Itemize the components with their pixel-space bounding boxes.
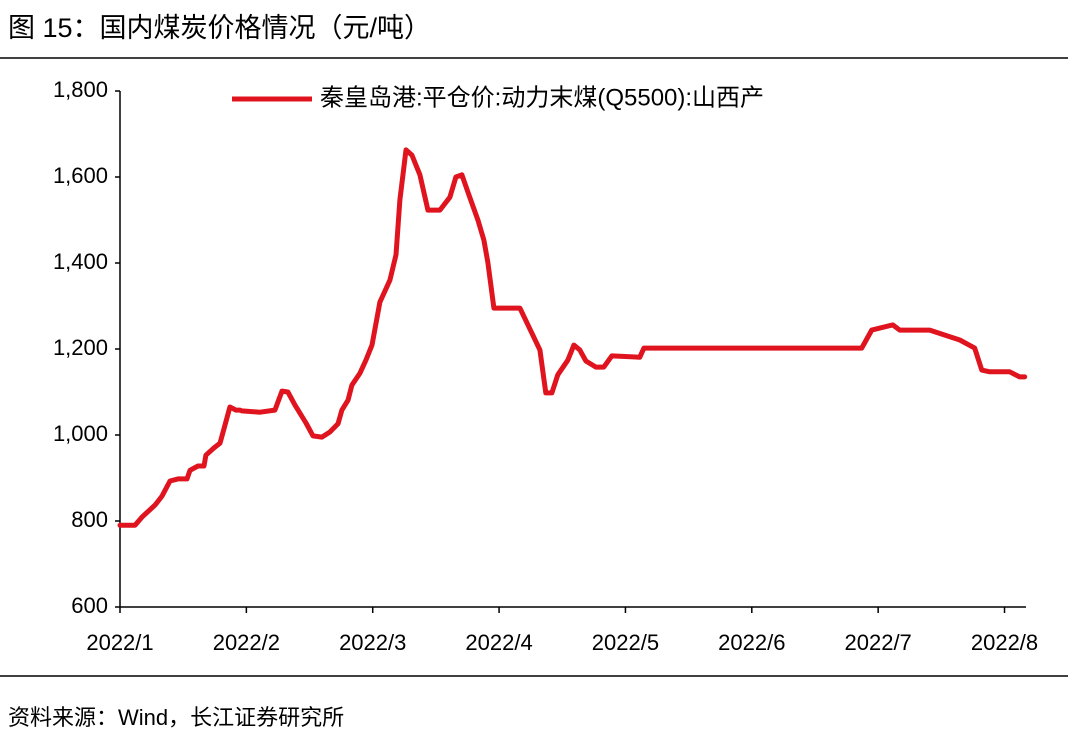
line bbox=[117, 147, 1028, 528]
source: 资料来源：Wind，长江证券研究所 bbox=[8, 705, 344, 730]
x-tick-label: 2022/8 bbox=[971, 630, 1038, 655]
x-tick-label: 2022/3 bbox=[339, 630, 406, 655]
x-tick-label: 2022/7 bbox=[845, 630, 912, 655]
x-tick-label: 2022/1 bbox=[86, 630, 153, 655]
x-tick-label: 2022/5 bbox=[592, 630, 659, 655]
x-tick-label: 2022/4 bbox=[465, 630, 532, 655]
y-tick-label: 1,600 bbox=[53, 163, 108, 188]
y-tick-label: 1,200 bbox=[53, 335, 108, 360]
y-tick-label: 800 bbox=[71, 507, 108, 532]
chart-title: 图 15：国内煤炭价格情况（元/吨） bbox=[8, 13, 431, 43]
y-tick-label: 1,800 bbox=[53, 77, 108, 102]
y-tick-label: 1,400 bbox=[53, 249, 108, 274]
y-tick-label: 600 bbox=[71, 593, 108, 618]
x-tick-label: 2022/2 bbox=[213, 630, 280, 655]
y-tick-label: 1,000 bbox=[53, 421, 108, 446]
x-tick-label: 2022/6 bbox=[718, 630, 785, 655]
legend-label: 秦皇岛港:平仓价:动力末煤(Q5500):山西产 bbox=[320, 84, 764, 111]
